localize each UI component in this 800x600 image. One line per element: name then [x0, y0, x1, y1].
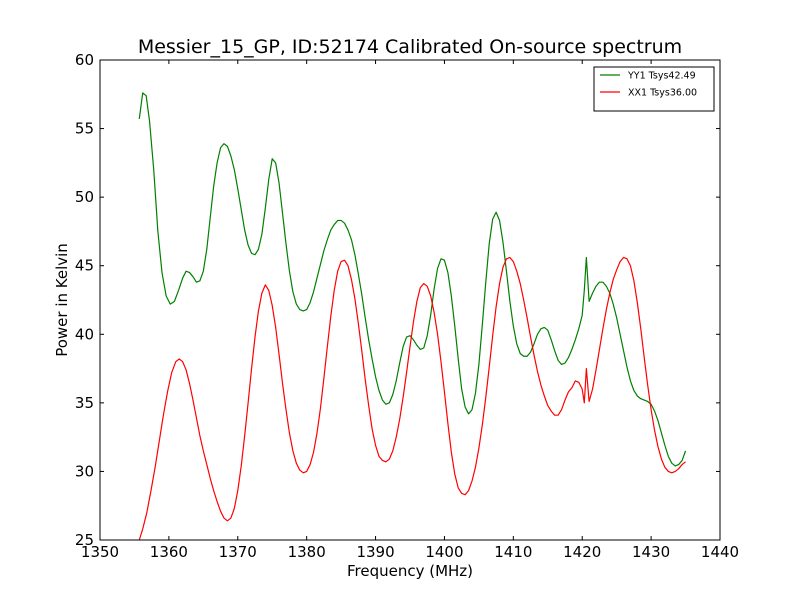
x-tick-label: 1430 — [632, 543, 670, 561]
x-tick-label: 1380 — [288, 543, 326, 561]
x-tick-label: 1370 — [219, 543, 257, 561]
legend-label: YY1 Tsys42.49 — [627, 71, 696, 82]
x-tick-label: 1350 — [81, 543, 119, 561]
chart-title: Messier_15_GP, ID:52174 Calibrated On-so… — [138, 36, 682, 58]
y-tick-label: 60 — [75, 51, 94, 69]
x-tick-label: 1400 — [425, 543, 463, 561]
axis-ticks: 1350 1360 1370 1380 1390 1400 1410 1420 1430 1440… — [75, 51, 739, 561]
y-tick-label: 30 — [75, 462, 94, 480]
y-tick-label: 45 — [75, 257, 94, 275]
x-tick-label: 1360 — [150, 543, 188, 561]
y-axis-label: Power in Kelvin — [53, 243, 71, 357]
y-tick-label: 25 — [75, 531, 94, 549]
x-axis-label: Frequency (MHz) — [347, 562, 473, 580]
y-tick-label: 55 — [75, 120, 94, 138]
legend: YY1 Tsys42.49 XX1 Tsys36.00 — [593, 66, 715, 112]
plot-frame — [99, 59, 721, 541]
x-tick-label: 1420 — [563, 543, 601, 561]
x-tick-label: 1390 — [356, 543, 394, 561]
series-line-2 — [138, 256, 686, 541]
plot-area — [138, 92, 687, 541]
y-tick-label: 35 — [75, 394, 94, 412]
series-line-1 — [138, 92, 687, 467]
y-tick-label: 50 — [75, 188, 94, 206]
legend-label: XX1 Tsys36.00 — [628, 88, 697, 99]
x-tick-label: 1410 — [494, 543, 532, 561]
y-tick-label: 40 — [75, 325, 94, 343]
legend-box — [593, 66, 715, 112]
x-tick-label: 1440 — [701, 543, 739, 561]
